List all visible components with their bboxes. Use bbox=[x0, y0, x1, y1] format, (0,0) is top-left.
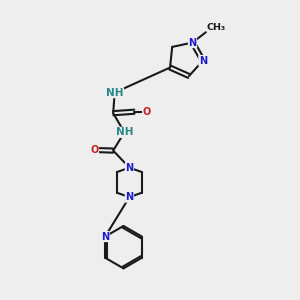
Text: NH: NH bbox=[116, 127, 133, 137]
Text: N: N bbox=[188, 38, 196, 48]
Text: O: O bbox=[142, 107, 151, 117]
Text: N: N bbox=[101, 232, 109, 242]
Text: N: N bbox=[125, 192, 134, 202]
Text: O: O bbox=[90, 145, 98, 155]
Text: CH₃: CH₃ bbox=[206, 23, 226, 32]
Text: NH: NH bbox=[106, 88, 123, 98]
Text: N: N bbox=[199, 56, 207, 66]
Text: N: N bbox=[125, 163, 134, 173]
